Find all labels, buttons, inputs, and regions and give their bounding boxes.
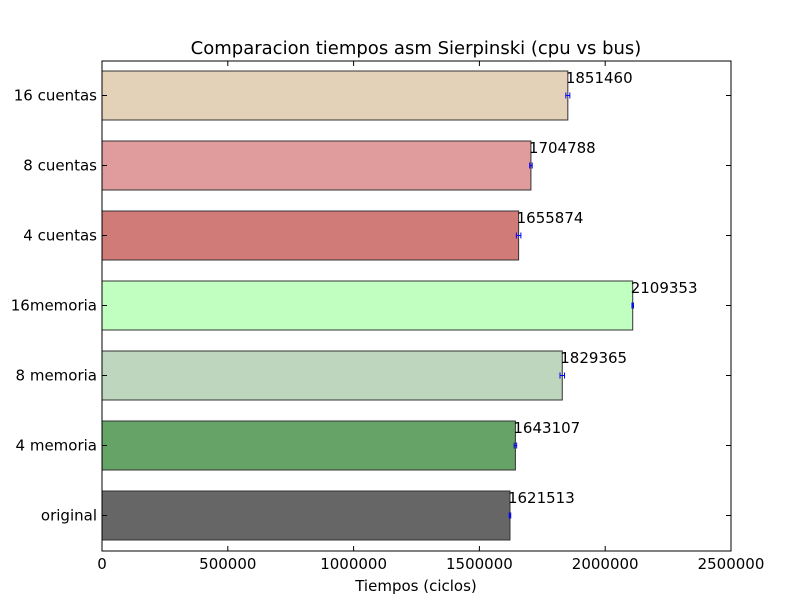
data-label: 1655874 [517,209,584,227]
x-tick-label: 2500000 [698,555,765,573]
y-tick-label: 16 cuentas [14,87,97,105]
data-label: 1829365 [560,349,627,367]
y-tick-label: 8 memoria [16,367,97,385]
bar [101,140,532,191]
data-label: 1851460 [566,69,633,87]
y-tick-label: 16memoria [11,297,97,315]
y-tick-label: 8 cuentas [23,157,97,175]
data-label: 2109353 [631,279,698,297]
x-tick-label: 1000000 [320,555,387,573]
bar [101,420,516,471]
bar [101,350,563,401]
x-axis-label: Tiempos (ciclos) [354,577,477,595]
chart-title: Comparacion tiempos asm Sierpinski (cpu … [191,38,642,59]
x-tick-label: 0 [97,555,107,573]
y-tick-label: 4 memoria [16,437,97,455]
x-tick-label: 2000000 [572,555,639,573]
bar [101,280,634,331]
ticks-layer: original 4 memoria 8 memoria 16memoria 4 cue… [11,61,765,573]
x-tick-label: 1500000 [446,555,513,573]
data-label: 1704788 [529,139,596,157]
bar [101,490,511,541]
bar [101,210,520,261]
data-label: 1621513 [508,489,575,507]
bar [101,70,569,121]
x-tick-label: 500000 [199,555,256,573]
y-tick-label: original [41,507,97,525]
data-label: 1643107 [513,419,580,437]
y-tick-label: 4 cuentas [23,227,97,245]
bars-layer: 1621513 1643107 1829365 2109353 1655874 17047… [101,69,698,541]
